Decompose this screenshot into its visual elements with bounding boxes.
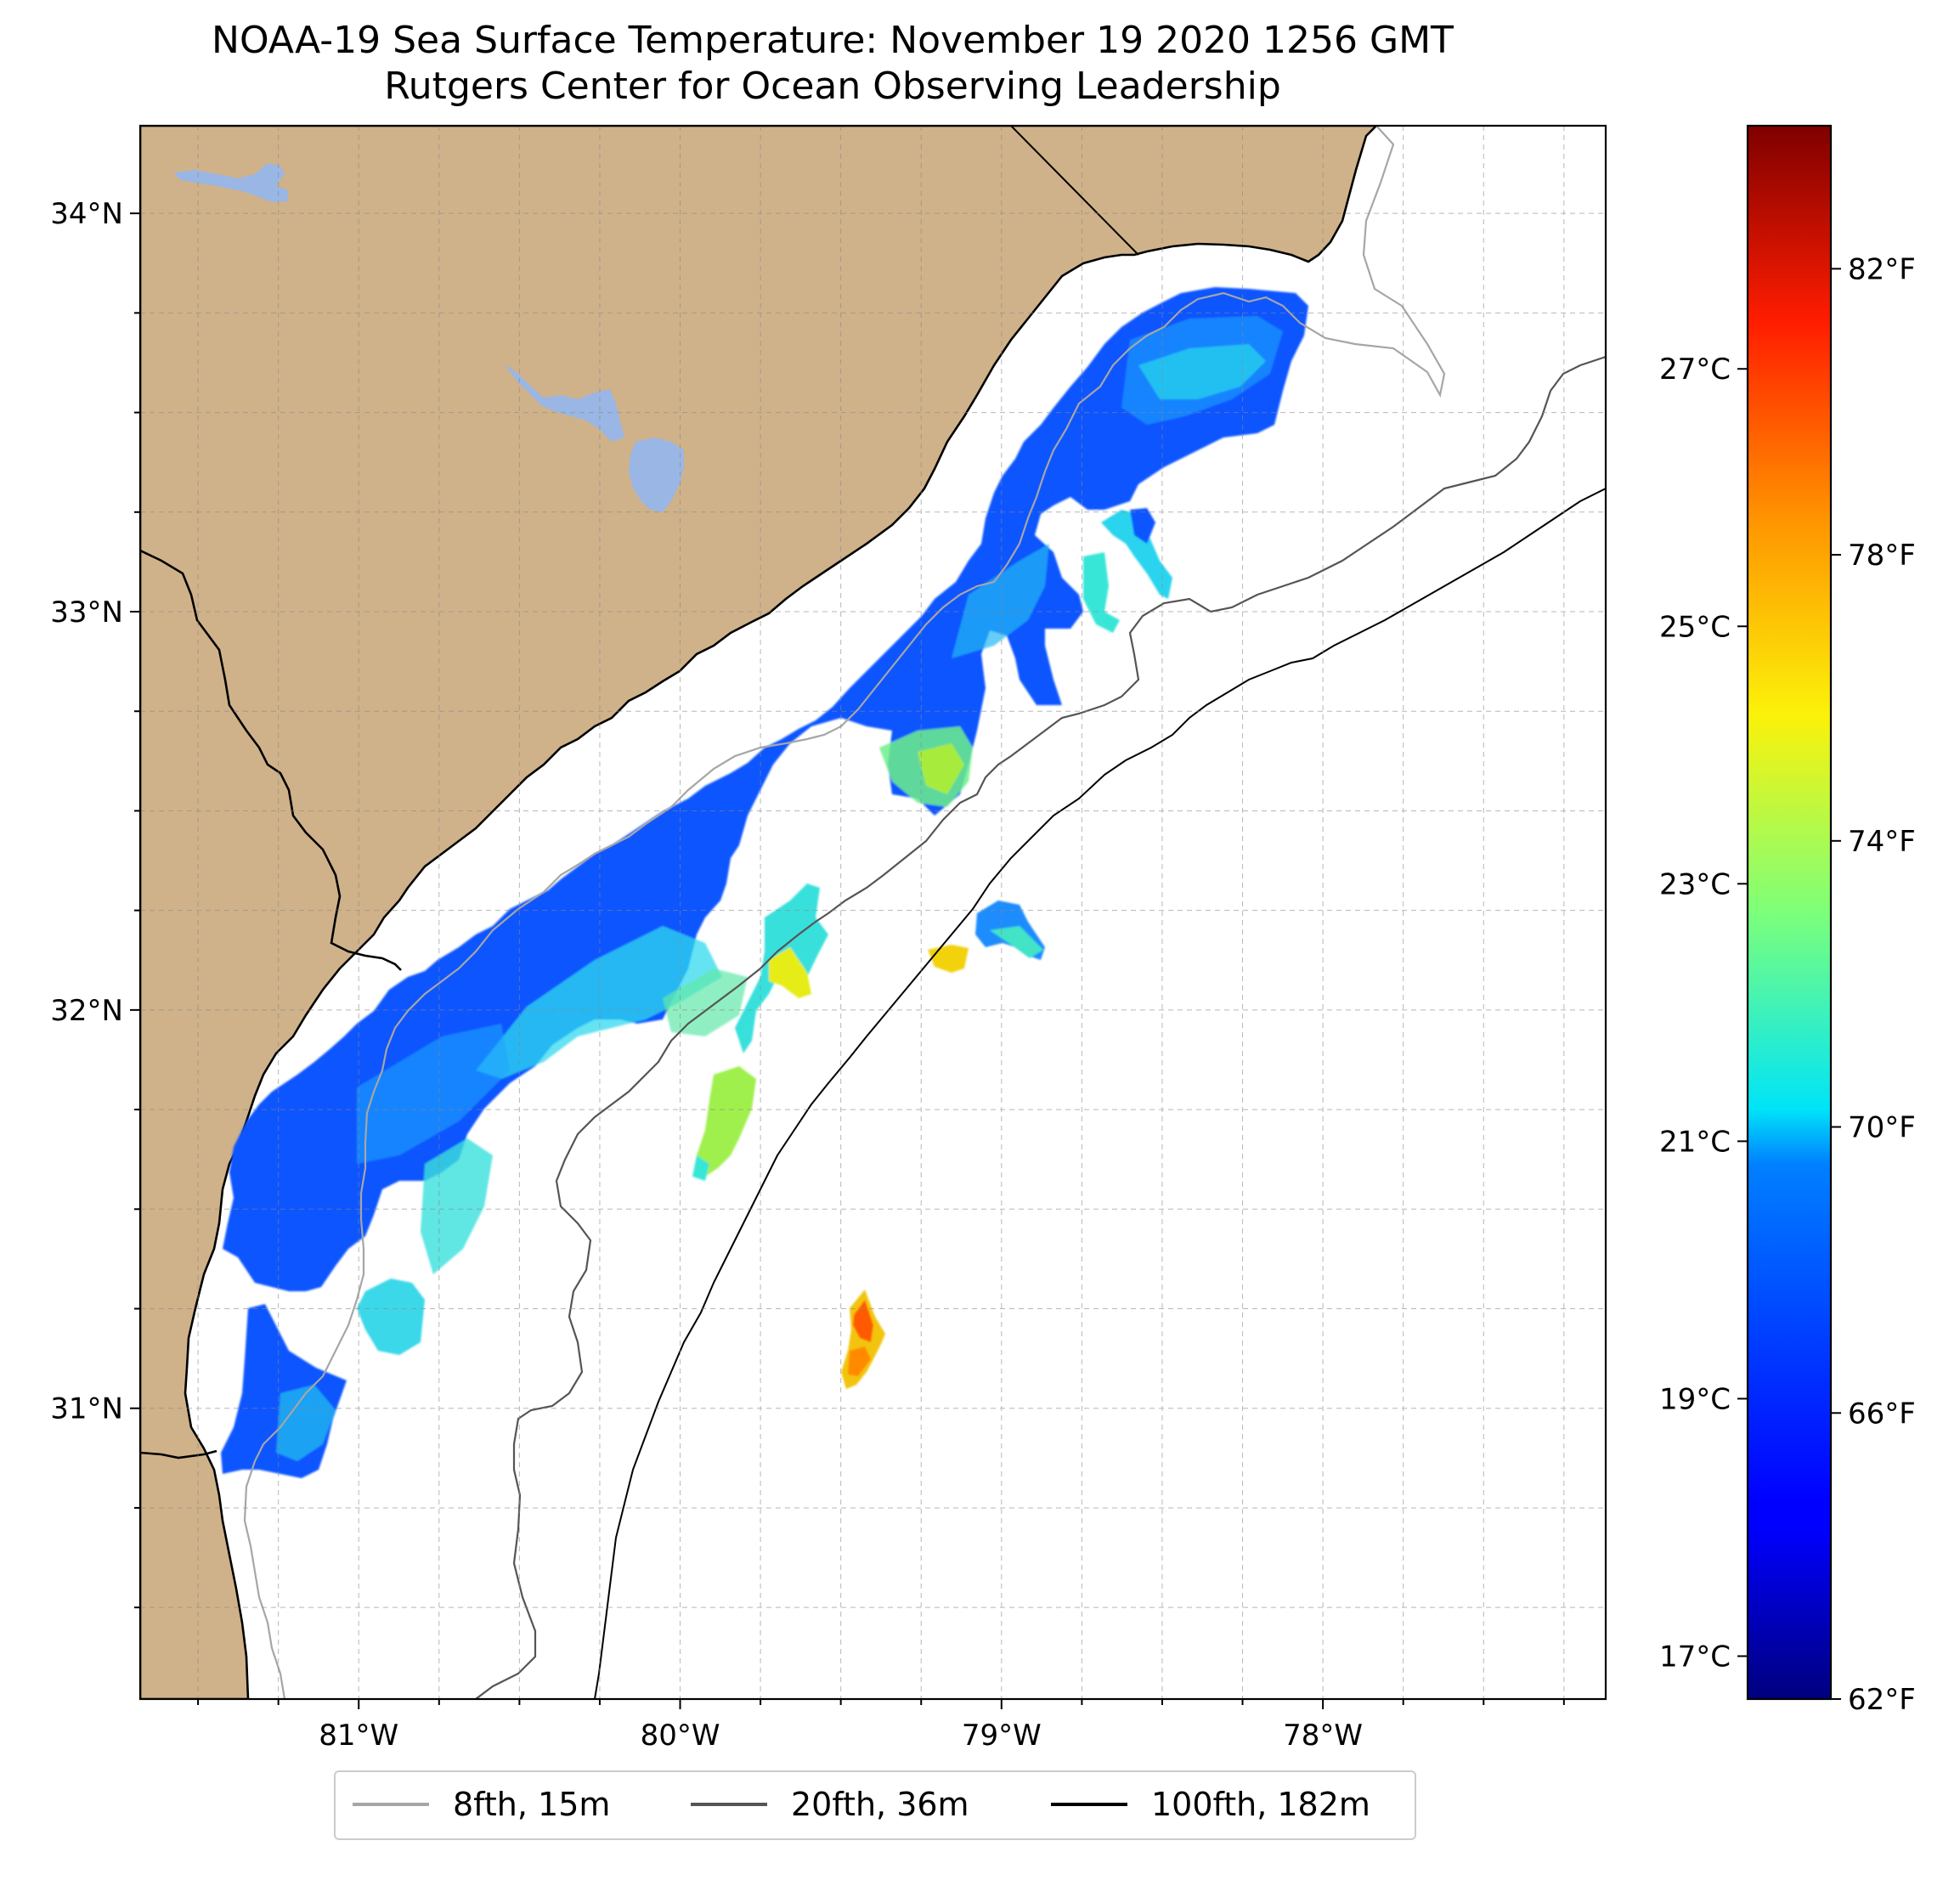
- lon-tick-label: 80°W: [641, 1719, 720, 1753]
- colorbar: [1746, 124, 1833, 1701]
- lat-tick-label: 34°N: [50, 197, 123, 231]
- colorbar-label-c: 21°C: [1659, 1125, 1731, 1159]
- map-axis-labels: 34°N 33°N 32°N 31°N 81°W 80°W 79°W 78°W: [50, 197, 1363, 1753]
- lat-tick-label: 31°N: [50, 1392, 123, 1426]
- legend-label-8fth: 8fth, 15m: [453, 1786, 611, 1823]
- legend-item-8fth: 8fth, 15m: [353, 1786, 611, 1823]
- state-boundary-sc-ga: [140, 549, 402, 971]
- legend-label-20fth: 20fth, 36m: [791, 1786, 969, 1823]
- lake-waccamaw: [174, 163, 289, 202]
- lat-tick-label: 33°N: [50, 596, 123, 629]
- colorbar-label-f: 70°F: [1848, 1111, 1916, 1145]
- land: [140, 126, 1378, 1699]
- legend-label-100fth: 100fth, 182m: [1151, 1786, 1370, 1823]
- chart-title: NOAA-19 Sea Surface Temperature: Novembe…: [212, 19, 1454, 62]
- colorbar-label-f: 74°F: [1848, 825, 1916, 859]
- isobath-legend: 8fth, 15m 20fth, 36m 100fth, 182m: [334, 1770, 1416, 1840]
- lon-tick-label: 78°W: [1283, 1719, 1363, 1753]
- lat-tick-label: 32°N: [50, 994, 123, 1028]
- map-gridlines: [140, 126, 1606, 1699]
- chart-subtitle: Rutgers Center for Ocean Observing Leade…: [384, 65, 1281, 108]
- colorbar-label-f: 62°F: [1848, 1683, 1916, 1717]
- colorbar-label-c: 17°C: [1659, 1640, 1731, 1674]
- colorbar-label-c: 19°C: [1659, 1382, 1731, 1416]
- legend-swatch-100fth: [1051, 1803, 1127, 1806]
- lake-marion: [504, 364, 624, 442]
- legend-item-100fth: 100fth, 182m: [1051, 1786, 1370, 1823]
- legend-swatch-8fth: [353, 1803, 429, 1806]
- colorbar-ticks: [1737, 268, 1841, 1700]
- map-axis-ticks: [130, 212, 1565, 1709]
- colorbar-label-c: 25°C: [1659, 610, 1731, 644]
- lon-tick-label: 81°W: [319, 1719, 398, 1753]
- colorbar-label-f: 82°F: [1848, 252, 1916, 286]
- colorbar-label-c: 23°C: [1659, 867, 1731, 901]
- colorbar-label-f: 78°F: [1848, 539, 1916, 573]
- colorbar-label-f: 66°F: [1848, 1397, 1916, 1431]
- legend-item-20fth: 20fth, 36m: [691, 1786, 969, 1823]
- state-boundary-nc-sc: [1010, 126, 1139, 256]
- isobath-20fth: [475, 355, 1606, 1699]
- lon-tick-label: 79°W: [962, 1719, 1042, 1753]
- state-boundary-ga-fl: [140, 1449, 217, 1459]
- legend-swatch-20fth: [691, 1803, 767, 1806]
- colorbar-labels: 82°F 78°F 74°F 70°F 66°F 62°F 27°C 25°C 23°C 21°C…: [1659, 252, 1916, 1717]
- colorbar-label-c: 27°C: [1659, 353, 1731, 387]
- isobath-100fth: [594, 488, 1606, 1699]
- lake-moultrie: [629, 438, 684, 512]
- map-frame: [138, 124, 1607, 1701]
